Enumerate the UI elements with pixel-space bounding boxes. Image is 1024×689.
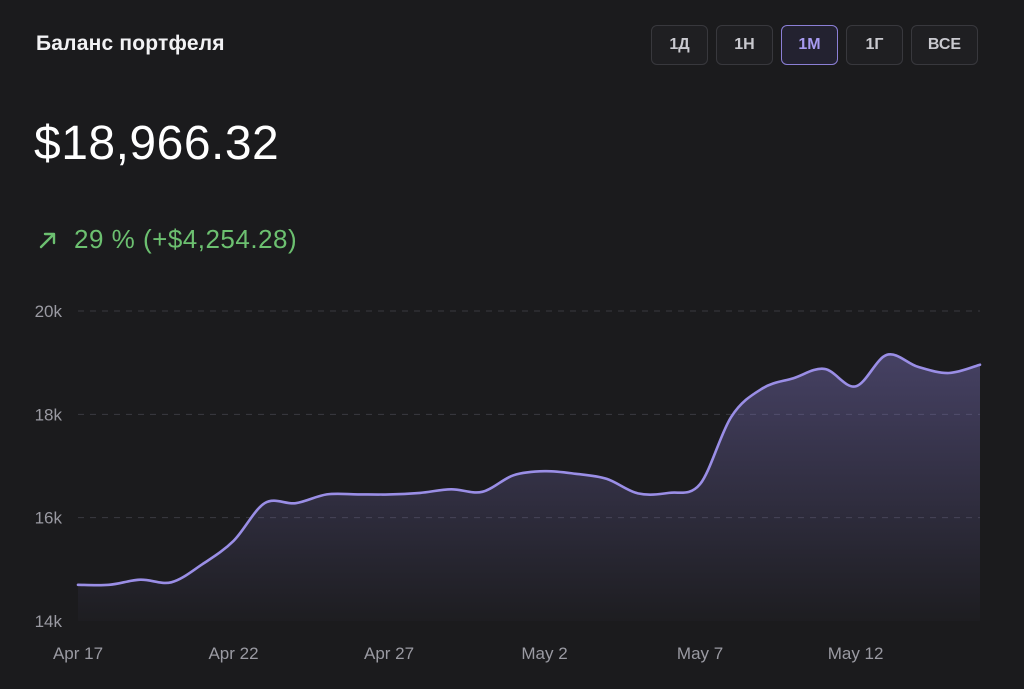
data-point[interactable] (728, 414, 734, 420)
data-point[interactable] (915, 364, 921, 370)
data-point[interactable] (604, 476, 610, 482)
data-point[interactable] (75, 582, 81, 588)
data-point[interactable] (293, 500, 299, 506)
arrow-up-right-icon (38, 230, 58, 250)
data-point[interactable] (666, 490, 672, 496)
balance-value: $18,966.32 (34, 117, 280, 170)
x-tick-label: May 2 (521, 644, 567, 663)
data-point[interactable] (137, 577, 143, 583)
balance-change: 29 % (+$4,254.28) (38, 224, 297, 255)
time-range-tabs: 1Д 1Н 1М 1Г ВСЕ (651, 25, 978, 65)
data-point[interactable] (262, 500, 268, 506)
y-tick-label: 16k (35, 509, 63, 528)
y-tick-label: 20k (35, 302, 63, 321)
data-point[interactable] (510, 472, 516, 478)
change-text: 29 % (+$4,254.28) (74, 224, 298, 254)
data-point[interactable] (542, 468, 548, 474)
range-tab-all[interactable]: ВСЕ (911, 25, 978, 65)
data-point[interactable] (479, 489, 485, 495)
range-tab-1w[interactable]: 1Н (716, 25, 773, 65)
data-point[interactable] (231, 538, 237, 544)
data-point[interactable] (355, 491, 361, 497)
data-point[interactable] (977, 362, 983, 368)
data-point[interactable] (199, 561, 205, 567)
data-point[interactable] (853, 383, 859, 389)
data-point[interactable] (324, 491, 330, 497)
data-point[interactable] (759, 386, 765, 392)
range-tab-1y[interactable]: 1Г (846, 25, 903, 65)
data-point[interactable] (790, 375, 796, 381)
range-tab-1m[interactable]: 1М (781, 25, 838, 65)
data-point[interactable] (946, 370, 952, 376)
x-tick-label: Apr 27 (364, 644, 414, 663)
x-tick-label: May 12 (828, 644, 884, 663)
x-tick-label: Apr 17 (53, 644, 103, 663)
card-title: Баланс портфеля (36, 32, 225, 55)
x-tick-label: May 7 (677, 644, 723, 663)
data-point[interactable] (417, 490, 423, 496)
data-point[interactable] (106, 582, 112, 588)
data-point[interactable] (884, 352, 890, 358)
data-point[interactable] (168, 579, 174, 585)
y-tick-label: 18k (35, 405, 63, 424)
data-point[interactable] (821, 366, 827, 372)
data-point[interactable] (635, 490, 641, 496)
x-tick-label: Apr 22 (208, 644, 258, 663)
data-point[interactable] (448, 486, 454, 492)
data-point[interactable] (573, 471, 579, 477)
balance-area-fill (78, 354, 980, 621)
y-tick-label: 14k (35, 612, 63, 631)
data-point[interactable] (386, 491, 392, 497)
range-tab-1d[interactable]: 1Д (651, 25, 708, 65)
data-point[interactable] (697, 481, 703, 487)
balance-series-line (76, 353, 982, 587)
